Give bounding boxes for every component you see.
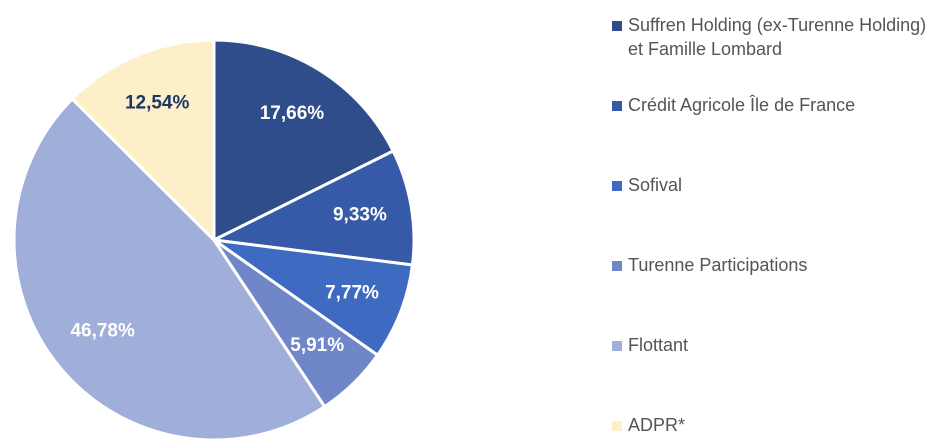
legend-label: Turenne Participations [628,255,808,275]
legend-swatch [612,101,622,111]
legend-swatch [612,421,622,431]
pie-slice [213,238,415,358]
legend-label: Crédit Agricole Île de France [628,95,856,115]
legend-label: Flottant [628,335,689,355]
pie-slice [208,149,416,267]
legend-item: Crédit Agricole Île de France [612,93,938,117]
pie-slice [70,38,216,244]
legend-swatch [612,21,622,31]
pie: 17,66% 9,33% 7,77% 5,91% 46,78% 12,54% [12,38,416,442]
pie-slice [12,96,327,442]
legend-swatch [612,261,622,271]
legend-swatch [612,181,622,191]
data-label: 9,33% [333,204,387,225]
legend-item: Flottant [612,333,938,357]
legend-item: Suffren Holding (ex-Turenne Holding) et … [612,13,938,61]
legend-item: Sofival [612,173,938,197]
legend-item: Turenne Participations [612,253,938,277]
data-label: 12,54% [125,92,190,113]
data-label: 7,77% [325,282,379,303]
legend-item: ADPR* [612,413,938,437]
data-label: 5,91% [290,335,344,356]
data-label: 46,78% [70,320,135,341]
legend-label: Suffren Holding (ex-Turenne Holding) et … [628,15,927,59]
legend-label: Sofival [628,175,683,195]
pie-slice [212,38,396,243]
legend-swatch [612,341,622,351]
legend-label: ADPR* [628,415,686,435]
data-label: 17,66% [260,103,325,124]
